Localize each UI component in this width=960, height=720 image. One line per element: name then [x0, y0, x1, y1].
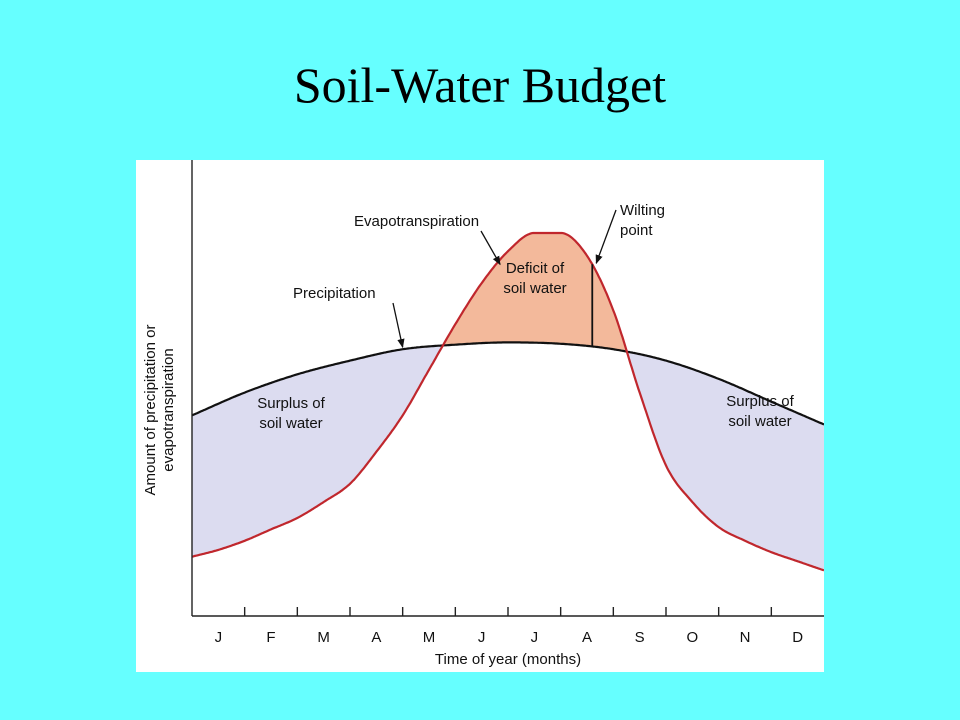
x-tick-label-9: O: [686, 629, 698, 646]
x-tick-label-4: M: [423, 629, 436, 646]
x-tick-label-11: D: [792, 629, 803, 646]
x-axis-label: Time of year (months): [435, 651, 581, 668]
x-tick-label-5: J: [478, 629, 486, 646]
x-tick-label-10: N: [740, 629, 751, 646]
annotation-surplus-left-line-2: soil water: [259, 415, 322, 432]
annotation-evapotranspiration: Evapotranspiration: [354, 213, 479, 230]
annotation-surplus-right-line-2: soil water: [728, 413, 791, 430]
surplus-region-2: [628, 352, 824, 571]
annotation-wilting-point-line-1: Wilting: [620, 202, 665, 219]
annotation-wilting-point-line-2: point: [620, 222, 653, 239]
soil-water-budget-chart: J F M A M J J A S O N D Time of year (months) Amount …: [136, 160, 824, 672]
chart-panel: J F M A M J J A S O N D Time of year (months) Amount …: [136, 160, 824, 672]
x-tick-label-7: A: [582, 629, 592, 646]
x-tick-label-2: M: [317, 629, 330, 646]
x-tick-label-0: J: [215, 629, 223, 646]
annotation-deficit-line-2: soil water: [503, 280, 566, 297]
wilting-point-arrow: [596, 210, 616, 263]
x-tick-label-1: F: [266, 629, 275, 646]
annotation-precipitation: Precipitation: [293, 285, 376, 302]
annotation-deficit-line-1: Deficit of: [506, 260, 565, 277]
surplus-region-0: [192, 346, 442, 557]
y-axis-label-line-2: evapotranspiration: [160, 348, 177, 471]
x-tick-label-8: S: [635, 629, 645, 646]
annotation-surplus-left-line-1: Surplus of: [257, 395, 325, 412]
annotation-surplus-right-line-1: Surplus of: [726, 393, 794, 410]
y-axis-label-line-1: Amount of precipitation or: [142, 325, 159, 496]
evapotranspiration-arrow: [481, 231, 500, 264]
slide-title: Soil-Water Budget: [0, 56, 960, 114]
x-tick-label-6: J: [531, 629, 539, 646]
precipitation-arrow: [393, 303, 403, 347]
x-tick-label-3: A: [371, 629, 381, 646]
